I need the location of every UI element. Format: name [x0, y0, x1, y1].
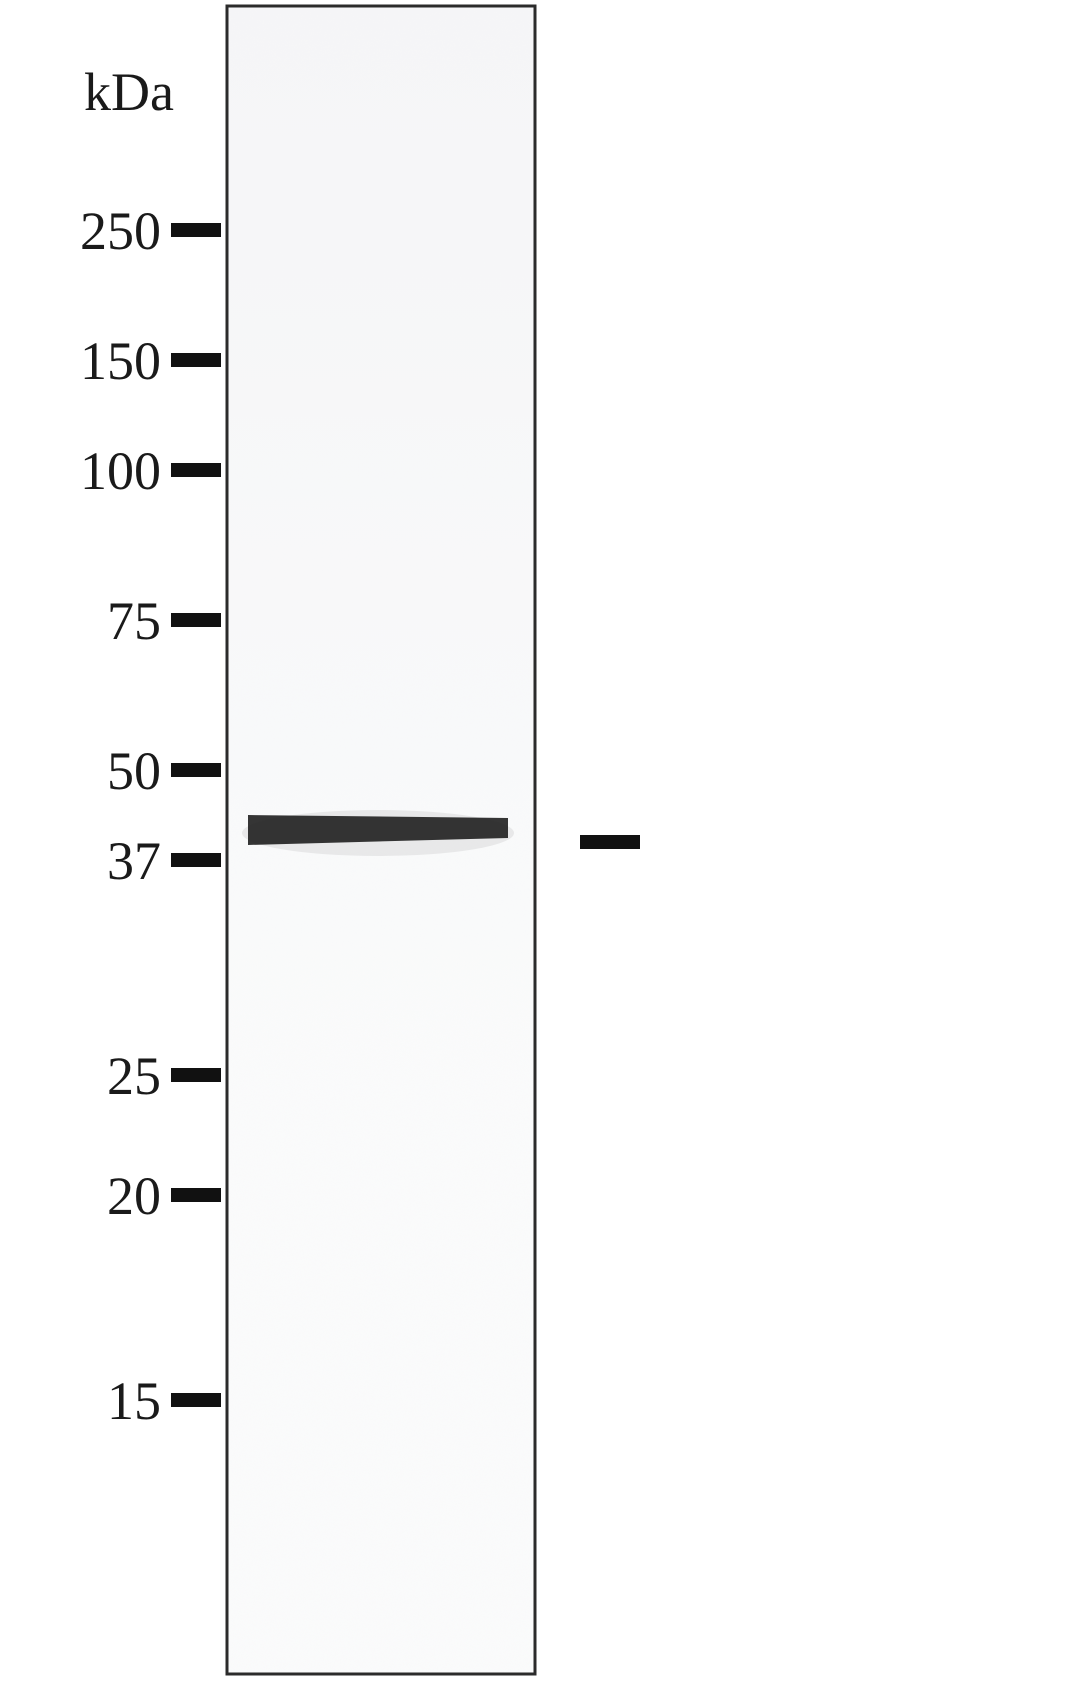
ladder-label: 250 — [80, 201, 161, 261]
ladder-label: 150 — [80, 331, 161, 391]
ladder-label: 20 — [107, 1166, 161, 1226]
ladder-label: 50 — [107, 741, 161, 801]
western-blot-figure: kDa 250 150 100 75 50 37 25 20 15 — [0, 0, 1080, 1695]
ladder-unit-label: kDa — [84, 62, 174, 122]
ladder-label: 37 — [107, 831, 161, 891]
ladder-label: 100 — [80, 441, 161, 501]
blot-svg: kDa 250 150 100 75 50 37 25 20 15 — [0, 0, 1080, 1695]
ladder-label: 75 — [107, 591, 161, 651]
ladder-label: 15 — [107, 1371, 161, 1431]
ladder-label: 25 — [107, 1046, 161, 1106]
